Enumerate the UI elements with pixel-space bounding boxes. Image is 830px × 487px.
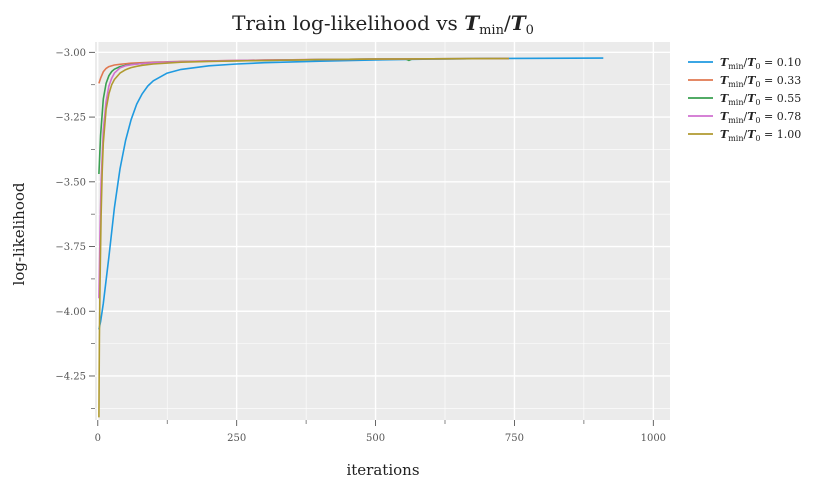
y-axis-ticks: −3.00 −3.25 −3.50 −3.75 −4.00 −4.25 [55,48,95,409]
legend-label: Tmin/T0 = 1.00 [720,128,801,143]
chart-title-prefix: Train log-likelihood vs [232,11,464,35]
chart-title-sub-zero: 0 [526,23,534,38]
x-axis-ticks: 0 250 500 750 1000 [95,420,666,444]
y-tick-label: −4.00 [55,307,86,318]
y-tick-label: −3.25 [55,113,86,124]
plot-area [95,42,670,420]
series-lines [98,57,604,418]
legend-item: Tmin/T0 = 0.55 [688,92,801,107]
legend-item: Tmin/T0 = 0.10 [688,56,801,71]
chart-title-t-min: T [464,11,481,35]
chart-title-sub-min: min [479,23,504,38]
x-tick-label: 750 [505,433,524,444]
legend-item: Tmin/T0 = 0.78 [688,110,801,125]
y-tick-label: −3.50 [55,177,86,188]
y-tick-label: −3.75 [55,242,86,253]
legend-item: Tmin/T0 = 1.00 [688,128,801,143]
legend: Tmin/T0 = 0.10 Tmin/T0 = 0.33 Tmin/T0 = 0.… [688,56,801,143]
chart-title: Train log-likelihood vs Tmin/T0 [232,11,534,38]
x-tick-label: 0 [95,433,101,444]
legend-label: Tmin/T0 = 0.55 [720,92,801,107]
x-tick-label: 250 [227,433,246,444]
chart-title-t-zero: T [511,11,528,35]
x-tick-label: 1000 [641,433,666,444]
y-axis-label: log-likelihood [10,182,28,285]
legend-label: Tmin/T0 = 0.78 [720,110,801,125]
legend-label: Tmin/T0 = 0.10 [720,56,801,71]
legend-label: Tmin/T0 = 0.33 [720,74,801,89]
grid-lines [95,42,670,420]
x-tick-label: 500 [366,433,385,444]
y-tick-label: −4.25 [55,371,86,382]
y-tick-label: −3.00 [55,48,86,59]
x-axis-label: iterations [346,461,419,479]
legend-item: Tmin/T0 = 0.33 [688,74,801,89]
series-line [98,57,509,418]
chart-title-slash: / [504,11,511,35]
